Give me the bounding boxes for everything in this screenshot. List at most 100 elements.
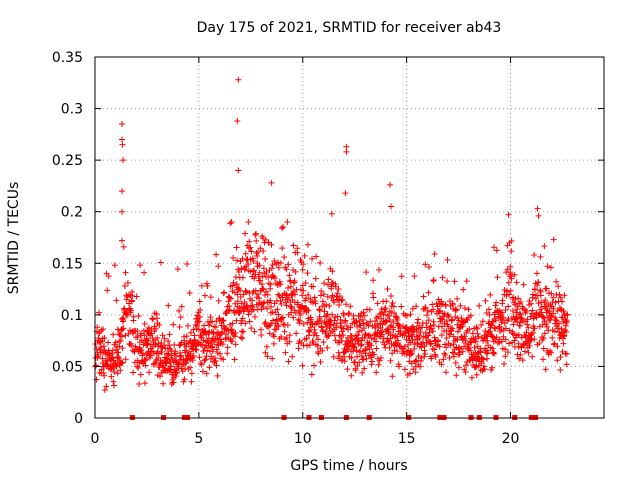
data-point [138,330,145,337]
data-point [259,285,266,292]
data-point [291,277,298,284]
data-point-outlier [119,237,126,244]
data-point-outlier [534,205,541,212]
data-point [278,300,285,307]
data-point [213,362,220,369]
data-point [232,341,239,348]
data-point [283,266,290,273]
data-point [472,338,479,345]
plot-frame [94,56,605,419]
data-point [229,282,236,289]
x-tick-label: 0 [91,431,100,447]
data-point [186,289,193,296]
data-point [461,305,468,312]
data-point [552,316,559,323]
data-point [423,320,430,327]
data-point [228,327,235,334]
data-point [441,310,448,317]
data-point [147,331,154,338]
data-point [368,342,375,349]
data-point [279,314,286,321]
data-point [403,336,410,343]
data-point [211,355,218,362]
data-point [215,297,222,304]
data-point [264,291,271,298]
data-point [285,285,292,292]
data-point [290,242,297,249]
data-point [195,326,202,333]
data-point [541,243,548,250]
data-point [130,313,137,320]
data-point [267,297,274,304]
data-point [494,339,501,346]
data-point [502,325,509,332]
data-point [430,306,437,313]
data-point [283,334,290,341]
data-point [454,328,461,335]
data-point [304,270,311,277]
data-point [563,361,570,368]
data-point-outlier [505,211,512,218]
data-point [356,359,363,366]
data-point [117,337,124,344]
data-point [531,336,538,343]
data-point [235,269,242,276]
data-point [142,362,149,369]
data-point [324,293,331,300]
data-point [175,360,182,367]
data-point [536,340,543,347]
data-point [396,363,403,370]
data-point [530,329,537,336]
data-point [93,362,100,369]
data-point [257,245,264,252]
data-point [452,307,459,314]
data-point [160,380,167,387]
data-point [389,299,396,306]
data-point [161,335,168,342]
data-point [390,303,397,310]
data-point [243,288,250,295]
data-point [233,317,240,324]
data-point [109,354,116,361]
data-point [141,269,148,276]
data-point [263,268,270,275]
data-point [229,320,236,327]
data-point [319,347,326,354]
data-point [506,340,513,347]
data-point [323,328,330,335]
data-point [507,263,514,270]
data-point [374,300,381,307]
data-point [462,368,469,375]
data-point [241,305,248,312]
data-point [408,351,415,358]
data-point [395,321,402,328]
data-point [281,328,288,335]
data-point [525,324,532,331]
data-point [348,333,355,340]
data-point [373,345,380,352]
data-point [172,348,179,355]
data-point [416,322,423,329]
data-point [318,324,325,331]
data-point [264,305,271,312]
data-point [268,265,275,272]
data-point [275,264,282,271]
data-point [92,340,99,347]
data-point [249,297,256,304]
axis-ticks [94,56,604,419]
data-point [359,369,366,376]
x-tick-labels: 0 5 10 15 20 [91,431,520,447]
data-point [540,356,547,363]
data-point [320,291,327,298]
data-point [401,366,408,373]
data-point [479,318,486,325]
data-point [526,342,533,349]
data-point [466,326,473,333]
data-point [420,293,427,300]
data-point [540,315,547,322]
data-point [387,357,394,364]
data-points [92,76,571,394]
data-point [443,344,450,351]
data-point [478,360,485,367]
data-point [309,255,316,262]
